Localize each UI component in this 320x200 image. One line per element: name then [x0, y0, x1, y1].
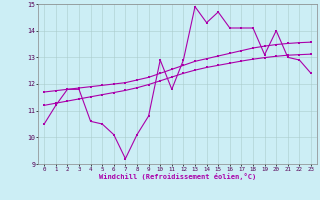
X-axis label: Windchill (Refroidissement éolien,°C): Windchill (Refroidissement éolien,°C): [99, 173, 256, 180]
